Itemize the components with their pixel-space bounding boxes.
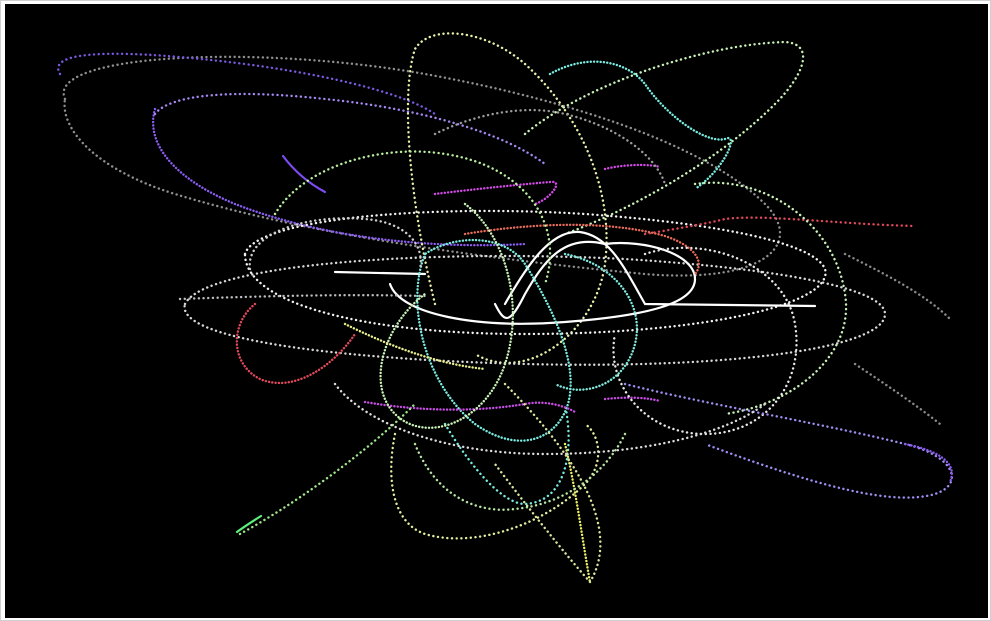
trail-yellow-inner <box>343 322 487 371</box>
trail-gray-outer-left <box>62 55 782 277</box>
trail-cyan-upper <box>548 60 733 191</box>
trail-violet-top <box>153 92 547 166</box>
trail-white-left-ellipse <box>248 217 422 271</box>
trail-red-left-loop <box>235 302 357 385</box>
trail-orange-red-center <box>463 223 700 276</box>
trail-gray-top-inner <box>433 108 667 186</box>
trail-gray-right <box>843 252 952 426</box>
trail-magenta-top <box>433 163 662 206</box>
trail-white-bright-arc <box>503 230 817 308</box>
trail-white-wider-ellipse <box>183 254 887 366</box>
trail-yellow-top-loop <box>406 32 608 365</box>
trail-white-wide-ellipse <box>243 209 827 336</box>
trail-violet-arc <box>151 107 527 247</box>
trail-white-right-loop <box>612 246 798 436</box>
trail-green-comet <box>235 514 263 534</box>
trail-green-upper-right <box>523 40 805 236</box>
trail-magenta-bottom <box>363 396 662 414</box>
trail-violet-lower-right <box>623 382 954 499</box>
trail-violet-comet <box>281 154 327 194</box>
trail-yellow-lower-loop <box>390 422 600 540</box>
particle-trails-canvas <box>5 4 988 618</box>
trail-cyan-center <box>416 238 572 442</box>
trail-yellow-bottom-tip <box>563 442 592 584</box>
trail-white-bright-core <box>333 240 697 325</box>
trail-pale-green-inner <box>379 202 515 429</box>
trail-purple-lower-right-edge <box>903 442 953 484</box>
trail-cyan-inner-right <box>553 252 638 391</box>
trail-purple-upper-left <box>57 52 437 116</box>
particle-trails-svg <box>57 32 954 585</box>
trail-green-left-mid <box>273 150 552 286</box>
trail-gray-left-horizontal <box>178 294 427 301</box>
trail-green-lower-left <box>238 402 417 536</box>
trail-cyan-lower <box>443 402 570 506</box>
trail-green-bottom-loop <box>413 432 627 511</box>
trail-red-right <box>643 216 917 236</box>
